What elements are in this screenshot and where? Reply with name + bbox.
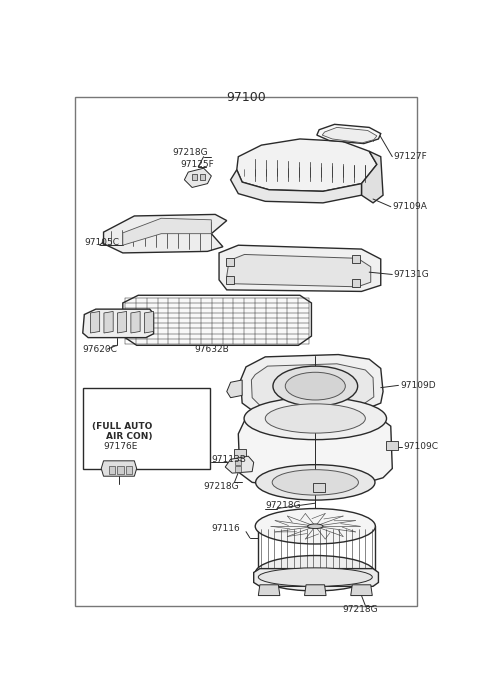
Bar bbox=[235, 466, 241, 472]
Text: 97620C: 97620C bbox=[83, 345, 118, 354]
Text: 97218G: 97218G bbox=[173, 148, 208, 157]
Bar bbox=[226, 258, 234, 266]
Polygon shape bbox=[118, 311, 127, 333]
Polygon shape bbox=[123, 295, 312, 345]
Bar bbox=[83, 388, 210, 468]
Polygon shape bbox=[230, 170, 361, 203]
Polygon shape bbox=[144, 311, 154, 333]
Polygon shape bbox=[90, 311, 100, 333]
Bar bbox=[118, 466, 123, 474]
Text: 97218G: 97218G bbox=[342, 605, 378, 614]
Bar bbox=[313, 483, 325, 492]
Polygon shape bbox=[123, 219, 211, 245]
Text: 97105C: 97105C bbox=[84, 239, 120, 247]
Bar bbox=[109, 466, 115, 474]
Ellipse shape bbox=[255, 509, 375, 544]
Text: 97116: 97116 bbox=[211, 524, 240, 533]
Polygon shape bbox=[238, 411, 392, 486]
Bar bbox=[200, 175, 205, 180]
Polygon shape bbox=[104, 214, 227, 253]
Polygon shape bbox=[101, 461, 137, 476]
Ellipse shape bbox=[308, 524, 323, 528]
Polygon shape bbox=[227, 380, 242, 397]
Ellipse shape bbox=[256, 465, 375, 500]
Polygon shape bbox=[258, 585, 280, 596]
Bar bbox=[235, 460, 241, 466]
Ellipse shape bbox=[273, 366, 358, 406]
Polygon shape bbox=[83, 309, 154, 338]
Bar bbox=[126, 466, 132, 474]
Polygon shape bbox=[104, 311, 113, 333]
Polygon shape bbox=[361, 151, 383, 203]
Bar bbox=[352, 279, 360, 287]
Polygon shape bbox=[237, 139, 377, 191]
Ellipse shape bbox=[285, 372, 345, 400]
Text: 97109C: 97109C bbox=[403, 443, 438, 452]
Polygon shape bbox=[254, 569, 378, 586]
Bar bbox=[386, 441, 398, 450]
Text: AIR CON): AIR CON) bbox=[106, 432, 152, 441]
Text: (FULL AUTO: (FULL AUTO bbox=[92, 422, 152, 431]
Text: 97109A: 97109A bbox=[392, 203, 427, 211]
Bar bbox=[234, 448, 246, 458]
Text: 97109D: 97109D bbox=[400, 381, 436, 390]
Polygon shape bbox=[227, 255, 371, 287]
Polygon shape bbox=[219, 245, 381, 292]
Bar bbox=[226, 276, 234, 284]
Text: 97113B: 97113B bbox=[211, 454, 246, 464]
Ellipse shape bbox=[258, 568, 372, 586]
Polygon shape bbox=[351, 585, 372, 596]
Polygon shape bbox=[184, 168, 211, 187]
Text: 97127F: 97127F bbox=[394, 152, 428, 161]
Text: 97632B: 97632B bbox=[194, 345, 229, 354]
Polygon shape bbox=[225, 456, 254, 473]
Polygon shape bbox=[304, 585, 326, 596]
Ellipse shape bbox=[255, 555, 375, 591]
Polygon shape bbox=[322, 127, 377, 143]
Text: 97100: 97100 bbox=[226, 91, 266, 104]
Bar bbox=[352, 255, 360, 263]
Text: 97125F: 97125F bbox=[180, 160, 214, 169]
Text: 97218G: 97218G bbox=[265, 501, 301, 510]
Text: 97176E: 97176E bbox=[104, 443, 138, 452]
Ellipse shape bbox=[265, 404, 365, 433]
Bar bbox=[192, 175, 197, 180]
Polygon shape bbox=[240, 354, 383, 415]
Text: 97131G: 97131G bbox=[394, 270, 430, 279]
Polygon shape bbox=[317, 125, 381, 143]
Ellipse shape bbox=[244, 397, 386, 440]
Polygon shape bbox=[131, 311, 140, 333]
Polygon shape bbox=[252, 364, 374, 409]
Text: 97218G: 97218G bbox=[204, 482, 239, 491]
Ellipse shape bbox=[272, 470, 359, 495]
